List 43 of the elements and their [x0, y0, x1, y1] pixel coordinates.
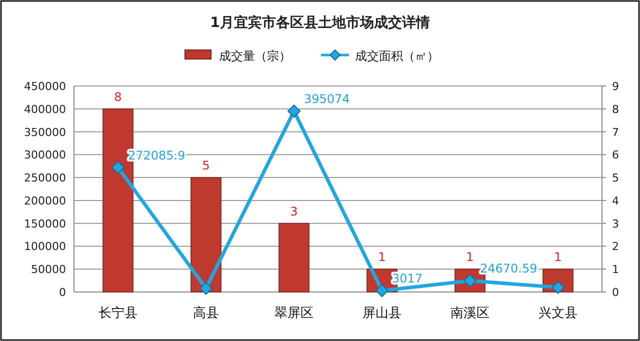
y-tick-label: 300000 [24, 148, 66, 162]
y-tick-label: 450000 [24, 80, 66, 93]
y2-tick-label: 5 [612, 172, 619, 185]
y2-tick-label: 7 [612, 126, 619, 139]
y-tick-label: 400000 [24, 102, 66, 116]
point [112, 160, 124, 174]
y-tick-label: 0 [59, 286, 66, 299]
y2-tick-label: 1 [612, 263, 619, 276]
x-tick-label: 高县 [193, 305, 219, 321]
y-tick-label: 100000 [24, 240, 66, 254]
chart-title: 1月宜宾市各区县土地市场成交详情 [210, 14, 430, 31]
y2-tick-label: 8 [612, 102, 619, 116]
y2-tick-label: 9 [612, 80, 619, 93]
x-tick-label: 南溪区 [450, 306, 490, 321]
y-tick-label: 250000 [24, 172, 66, 185]
data-label: 1 [554, 250, 562, 264]
data-label: 5 [202, 158, 210, 173]
x-tick-label: 长宁县 [98, 305, 138, 321]
x-tick-label: 屏山县 [362, 306, 402, 321]
data-label: 1 [466, 250, 474, 264]
data-label: 24670.59 [480, 262, 538, 276]
x-tick-label: 兴文县 [538, 306, 578, 321]
x-tick-label: 翠屏区 [274, 306, 314, 321]
y-tick-label: 350000 [24, 126, 66, 139]
legend-label: 成交量（宗） [219, 49, 291, 63]
y2-tick-label: 6 [612, 148, 619, 162]
bar [190, 177, 222, 292]
legend-label: 成交面积（㎡） [355, 49, 439, 63]
bar [278, 222, 310, 292]
data-label: 395074 [304, 92, 350, 106]
point [200, 282, 212, 295]
y2-tick-label: 4 [612, 194, 619, 208]
y-tick-label: 150000 [24, 217, 66, 230]
data-label: 1 [378, 250, 386, 264]
data-label: 3 [290, 204, 298, 218]
y2-tick-label: 2 [612, 240, 619, 254]
y-tick-label: 50000 [31, 263, 66, 276]
y-tick-label: 200000 [24, 194, 66, 208]
data-label: 8 [114, 90, 122, 104]
y2-tick-label: 3 [612, 217, 619, 230]
y2-tick-label: 0 [612, 286, 619, 299]
point [376, 284, 388, 298]
point [288, 104, 300, 118]
